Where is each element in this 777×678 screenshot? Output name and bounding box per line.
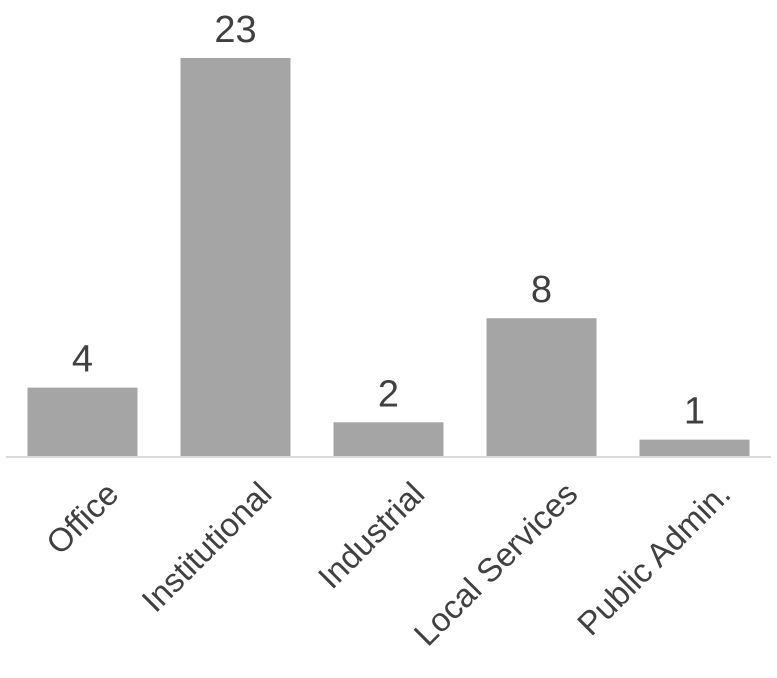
- data-label: 1: [684, 391, 705, 433]
- data-label: 4: [72, 339, 93, 381]
- x-tick-label: Local Services: [407, 475, 585, 653]
- data-label: 23: [214, 9, 256, 51]
- data-labels-group: 4 23 2 8 1: [72, 9, 705, 433]
- x-tick-label: Public Admin.: [570, 475, 738, 643]
- bars-group: [27, 58, 750, 457]
- bar-local-services: [486, 318, 597, 457]
- bar-industrial: [333, 422, 444, 457]
- data-label: 8: [531, 269, 552, 311]
- x-tick-label: Industrial: [311, 475, 432, 596]
- bar-institutional: [180, 58, 291, 457]
- data-label: 2: [378, 373, 399, 415]
- bar-public-admin: [639, 439, 750, 457]
- x-tick-label: Institutional: [134, 475, 278, 619]
- x-tick-label: Office: [39, 475, 126, 562]
- bar-office: [27, 387, 138, 457]
